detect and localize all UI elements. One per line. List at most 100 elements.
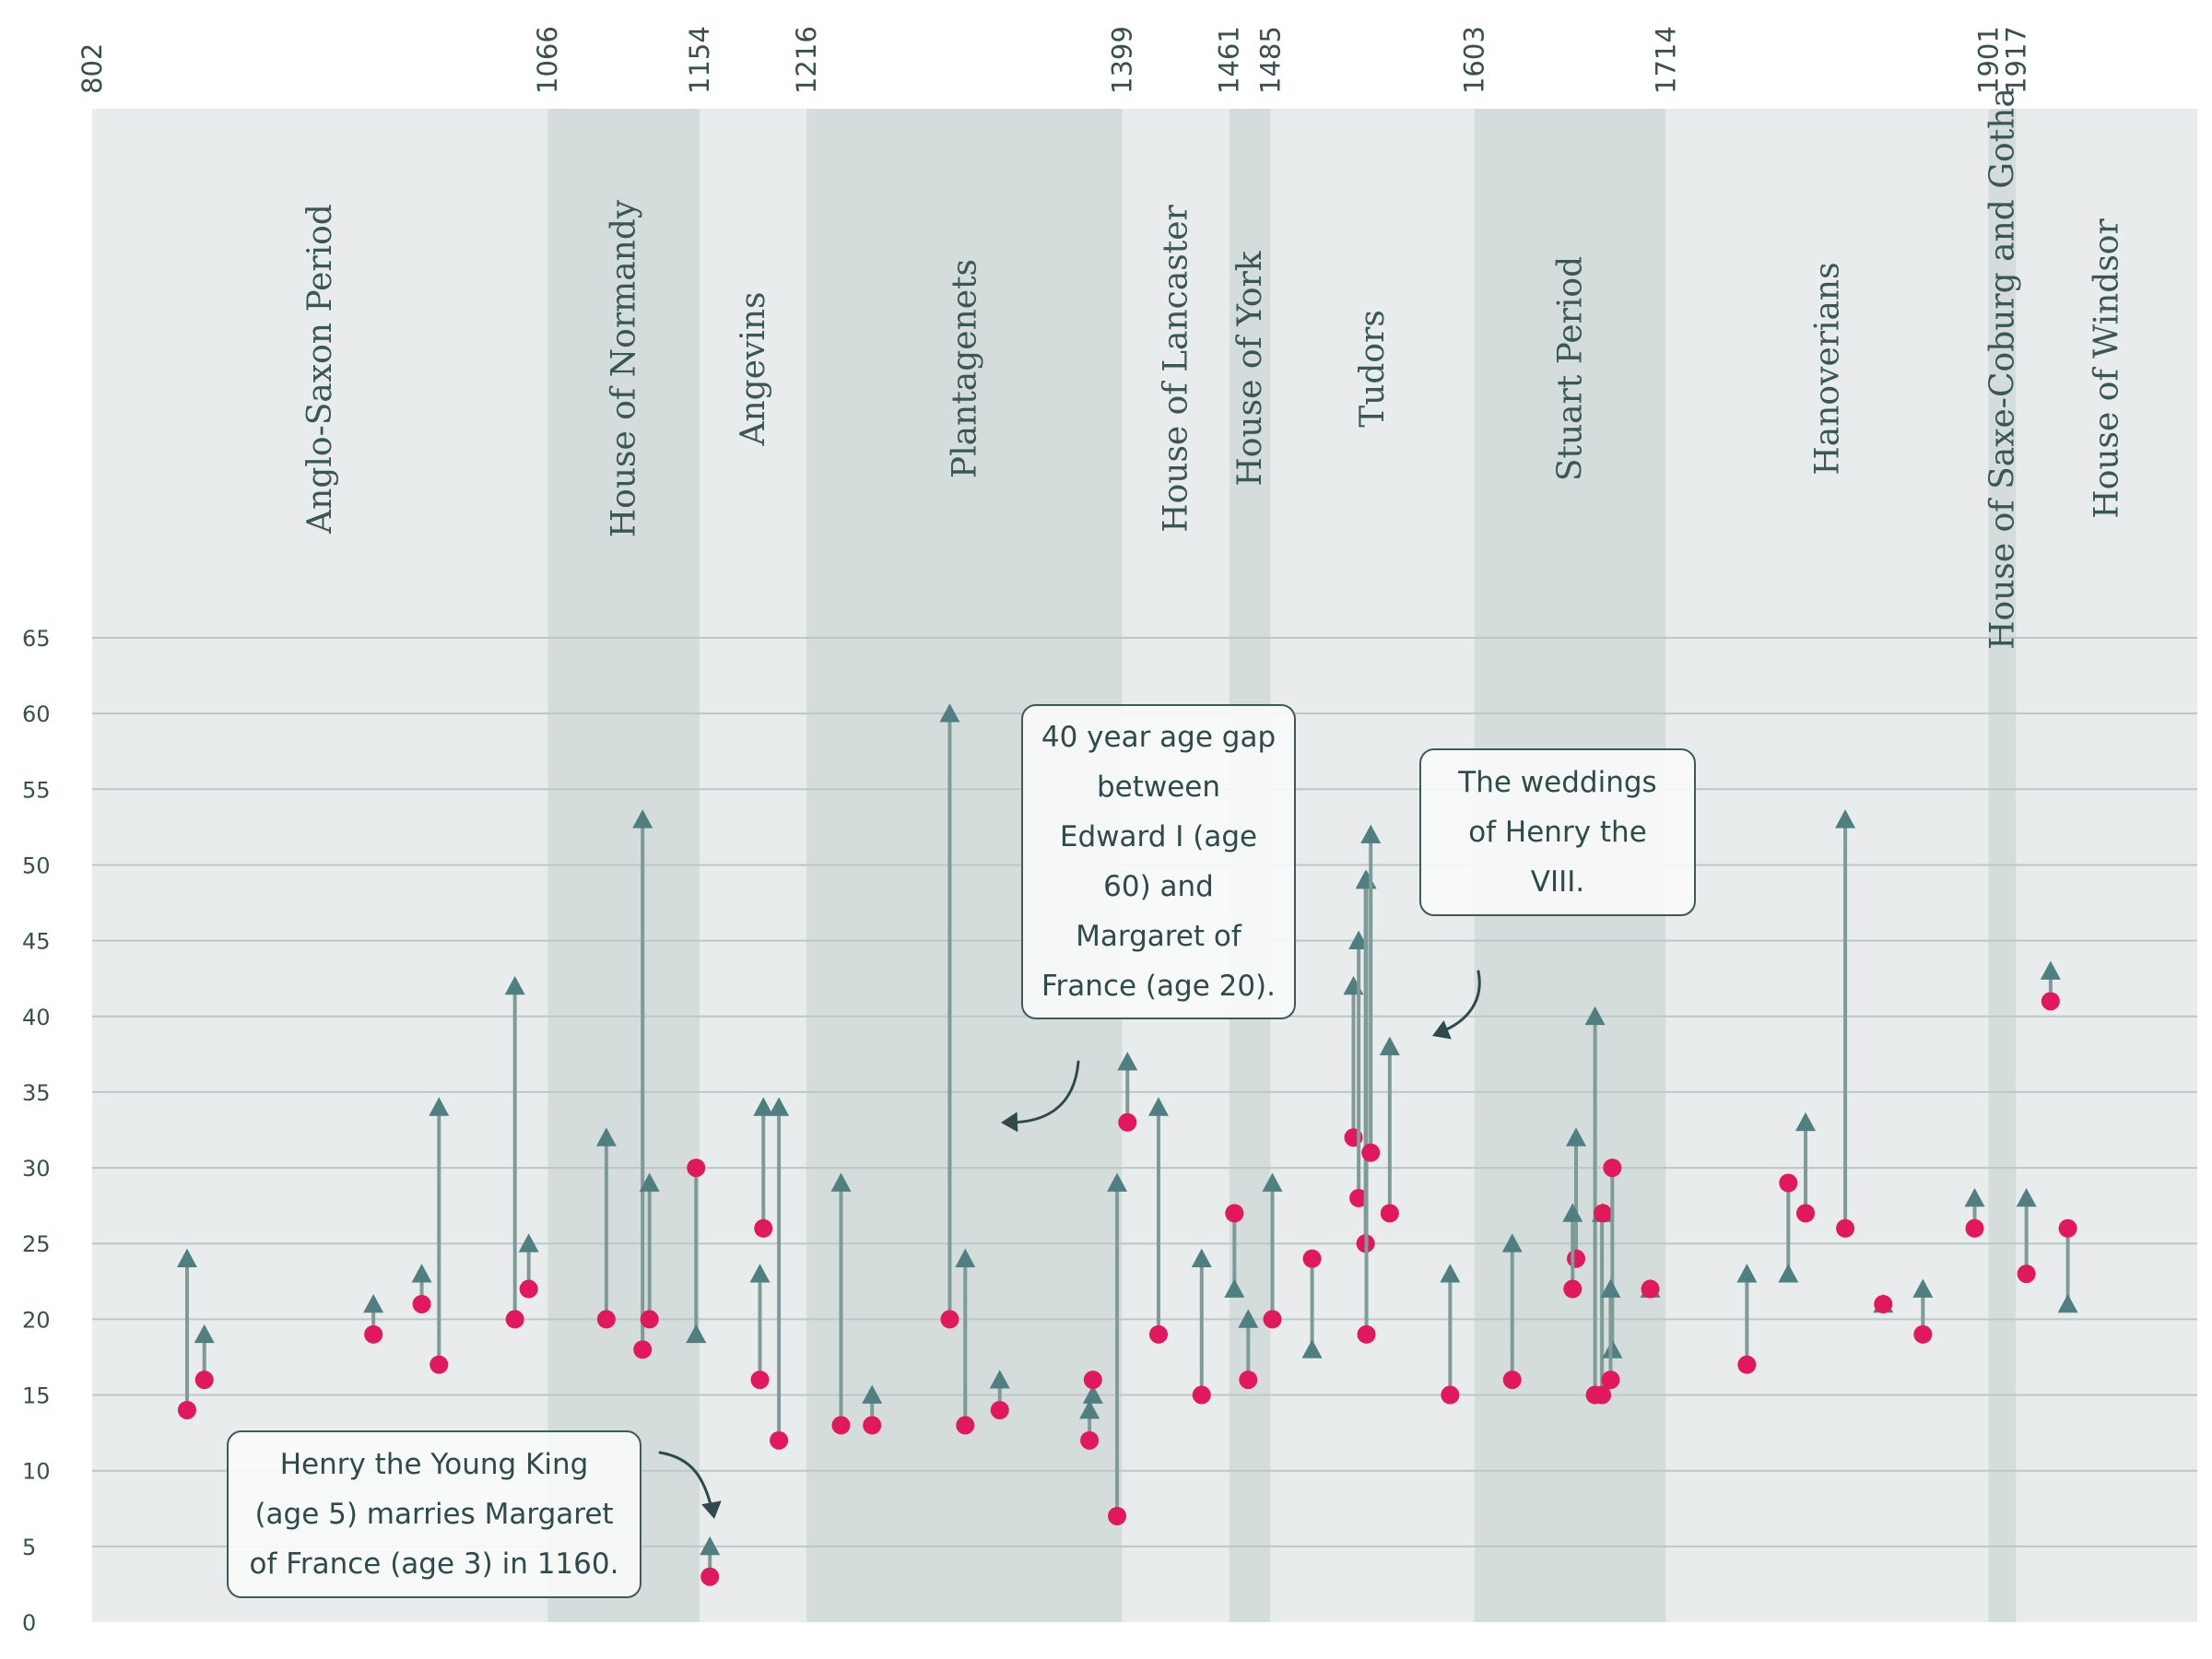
husband-age-marker — [753, 1097, 774, 1116]
wife-age-marker — [1083, 1371, 1102, 1390]
husband-age-marker — [1778, 1264, 1799, 1283]
husband-age-marker — [1562, 1203, 1583, 1222]
husband-age-marker — [1440, 1264, 1461, 1283]
husband-age-marker — [411, 1264, 432, 1283]
callout-line: 40 year age gap — [1041, 721, 1277, 754]
wife-age-marker — [412, 1294, 431, 1313]
husband-age-marker — [639, 1172, 660, 1192]
year-tick-label: 1603 — [1459, 26, 1490, 94]
year-tick-label: 1216 — [791, 26, 822, 94]
y-tick-label: 20 — [22, 1307, 51, 1333]
wife-age-marker — [1567, 1249, 1586, 1268]
callout-line: Margaret of — [1076, 920, 1241, 953]
wife-age-marker — [1080, 1430, 1100, 1450]
husband-age-marker — [1795, 1112, 1817, 1132]
husband-age-marker — [2040, 960, 2061, 980]
year-tick-label: 1901 — [1972, 26, 2004, 94]
era-year-labels: 802 1066 1154 1216 1399 1461 1485 1603 1714 19011… — [76, 26, 2031, 94]
wife-age-marker — [990, 1400, 1009, 1419]
husband-age-marker — [1501, 1233, 1523, 1253]
wife-age-marker — [2058, 1218, 2077, 1238]
year-tick-label: 1066 — [532, 26, 563, 94]
husband-age-marker — [504, 975, 525, 995]
husband-age-marker — [955, 1248, 976, 1268]
wife-age-marker — [429, 1355, 449, 1374]
y-tick-label: 55 — [22, 777, 51, 803]
husband-age-marker — [1584, 1006, 1606, 1026]
wife-age-marker — [1737, 1355, 1757, 1374]
husband-age-marker — [1082, 1384, 1103, 1404]
callout-line: VIII. — [1530, 865, 1585, 899]
callout-arrow — [658, 1451, 713, 1510]
year-tick-label: 1917 — [2000, 26, 2031, 94]
callout-line: Henry the Young King — [279, 1448, 589, 1481]
wife-age-marker — [1441, 1385, 1460, 1405]
wife-age-marker — [2017, 1265, 2036, 1284]
wife-age-marker — [1779, 1173, 1798, 1193]
wife-age-marker — [194, 1371, 214, 1390]
y-tick-label: 10 — [22, 1459, 51, 1485]
callout-line: between — [1096, 771, 1221, 804]
wife-age-marker — [1349, 1188, 1369, 1207]
wife-age-marker — [1601, 1371, 1620, 1390]
wife-age-marker — [1965, 1218, 1984, 1238]
wife-age-marker — [2041, 992, 2060, 1011]
husband-age-marker — [1600, 1278, 1621, 1298]
husband-age-marker — [363, 1293, 384, 1313]
husband-age-marker — [1107, 1172, 1128, 1192]
era-name: Stuart Period — [1551, 256, 1589, 481]
husband-age-marker — [518, 1233, 539, 1253]
callout-line: France (age 20). — [1041, 970, 1277, 1003]
wife-age-marker — [831, 1416, 851, 1435]
era-name: House of Normandy — [606, 199, 643, 537]
callout-henry-young-king: Henry the Young King (age 5) marries Mar… — [227, 1430, 641, 1598]
y-tick-label: 40 — [22, 1005, 51, 1030]
y-tick-label: 5 — [22, 1535, 36, 1560]
wife-age-marker — [1148, 1324, 1168, 1344]
husband-age-marker — [939, 703, 960, 723]
callout-line: The weddings — [1458, 766, 1657, 799]
era-name: Angevins — [735, 291, 772, 446]
y-tick-label: 25 — [22, 1231, 51, 1257]
wife-age-marker — [863, 1416, 882, 1435]
y-tick-label: 15 — [22, 1383, 51, 1409]
wife-age-marker — [1603, 1159, 1622, 1178]
husband-age-marker — [769, 1097, 790, 1116]
husband-age-marker — [194, 1324, 215, 1344]
wife-age-marker — [754, 1218, 773, 1238]
year-tick-label: 1154 — [684, 26, 715, 94]
husband-age-marker — [989, 1370, 1010, 1389]
year-tick-label: 1399 — [1107, 26, 1138, 94]
wife-age-marker — [177, 1400, 196, 1419]
wife-age-marker — [640, 1310, 659, 1329]
husband-age-marker — [429, 1097, 450, 1116]
husband-age-marker — [632, 809, 653, 829]
wife-age-marker — [750, 1371, 770, 1390]
callout-henry-viii: The weddings of Henry the VIII. — [1419, 748, 1696, 916]
y-tick-label: 45 — [22, 929, 51, 955]
callout-arrowhead — [1001, 1112, 1018, 1133]
y-tick-label: 30 — [22, 1156, 51, 1182]
husband-age-marker — [686, 1324, 707, 1344]
marriage-marks — [176, 703, 2078, 1586]
callout-arrowhead — [1432, 1020, 1452, 1040]
wife-age-marker — [1874, 1294, 1893, 1313]
husband-age-marker — [862, 1384, 883, 1404]
wife-age-marker — [770, 1430, 789, 1450]
husband-age-marker — [1262, 1172, 1283, 1192]
y-tick-label: 35 — [22, 1080, 51, 1106]
wife-age-marker — [1593, 1385, 1612, 1405]
wife-age-marker — [505, 1310, 524, 1329]
husband-age-marker — [830, 1172, 852, 1192]
era-name: House of Saxe-Coburg and Gotha — [1983, 88, 2021, 650]
callout-line: of Henry the — [1468, 816, 1647, 849]
husband-age-marker — [1964, 1187, 1985, 1207]
wife-age-marker — [1361, 1143, 1381, 1162]
wife-age-marker — [700, 1567, 720, 1586]
husband-age-marker — [1224, 1278, 1245, 1298]
wife-age-marker — [1796, 1204, 1816, 1223]
husband-age-marker — [595, 1127, 617, 1147]
husband-age-marker — [176, 1248, 197, 1268]
husband-age-marker — [1379, 1036, 1400, 1055]
callout-arrow — [1438, 970, 1481, 1034]
